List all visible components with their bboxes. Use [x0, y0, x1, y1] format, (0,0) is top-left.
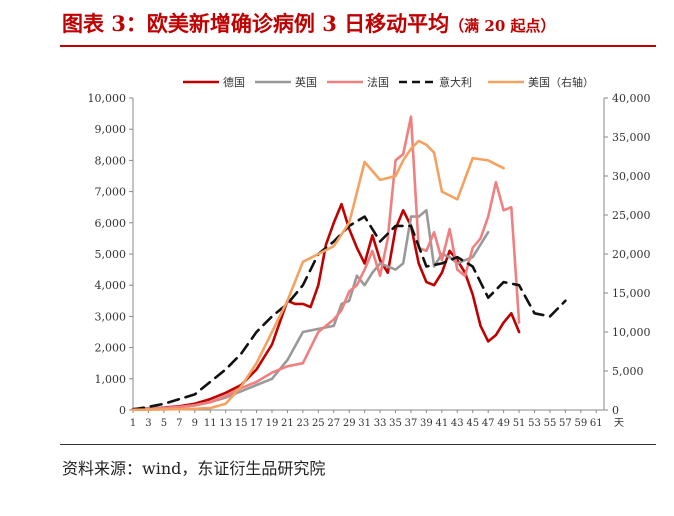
x-tick-label: 23 [297, 418, 310, 429]
x-tick-label: 7 [176, 418, 182, 429]
title-rule [60, 45, 656, 47]
y-left-tick-label: 2,000 [95, 342, 127, 355]
x-tick-label: 47 [482, 418, 495, 429]
series-line-美国（右轴） [131, 139, 505, 412]
x-tick-label: 55 [544, 418, 557, 429]
series-line-法国 [131, 115, 521, 411]
x-tick-label: 39 [420, 418, 433, 429]
legend-label: 美国（右轴） [528, 75, 594, 89]
x-tick-label: 13 [219, 418, 232, 429]
x-tick-label: 61 [590, 418, 603, 429]
y-left-tick-label: 7,000 [95, 186, 127, 199]
legend-label: 英国 [295, 75, 317, 89]
x-tick-label: 21 [281, 418, 294, 429]
series-line-意大利 [131, 215, 567, 411]
y-left-tick-label: 1,000 [95, 373, 127, 386]
series-line-德国 [131, 202, 521, 411]
y-right-tick-label: 25,000 [612, 209, 651, 222]
x-tick-label: 31 [358, 418, 371, 429]
x-tick-label: 45 [466, 418, 479, 429]
y-right-tick-label: 15,000 [612, 287, 651, 300]
x-tick-label: 15 [235, 418, 248, 429]
y-left-tick-label: 4,000 [95, 279, 127, 292]
chart-title: 图表 3：欧美新增确诊病例 3 日移动平均（满 20 起点） [62, 8, 555, 38]
chart-title-sub: （满 20 起点） [449, 17, 556, 35]
x-tick-label: 33 [374, 418, 387, 429]
x-tick-label: 41 [435, 418, 448, 429]
x-tick-label: 43 [451, 418, 464, 429]
legend-label: 德国 [223, 75, 245, 89]
y-left-tick-label: 5,000 [95, 248, 127, 261]
y-left-tick-label: 10,000 [88, 92, 127, 105]
x-tick-label: 35 [389, 418, 402, 429]
legend-label: 意大利 [439, 75, 472, 89]
y-right-tick-label: 40,000 [612, 92, 651, 105]
y-left-tick-label: 0 [119, 404, 126, 417]
y-left-tick-label: 9,000 [95, 123, 127, 136]
x-axis-unit: 天 [614, 418, 624, 429]
x-tick-label: 3 [145, 418, 151, 429]
series-line-英国 [131, 209, 490, 411]
x-tick-label: 29 [343, 418, 356, 429]
x-tick-label: 11 [204, 418, 217, 429]
y-right-tick-label: 10,000 [612, 326, 651, 339]
x-tick-label: 5 [161, 418, 167, 429]
legend-label: 法国 [367, 75, 389, 89]
chart-title-main: 图表 3：欧美新增确诊病例 3 日移动平均 [62, 11, 450, 36]
x-tick-label: 27 [327, 418, 340, 429]
x-tick-label: 25 [312, 418, 325, 429]
y-right-tick-label: 0 [612, 404, 619, 417]
y-left-tick-label: 8,000 [95, 154, 127, 167]
x-tick-label: 19 [266, 418, 279, 429]
source-note: 资料来源：wind，东证衍生品研究院 [62, 459, 326, 478]
x-tick-label: 53 [528, 418, 541, 429]
x-tick-label: 49 [497, 418, 510, 429]
y-right-tick-label: 35,000 [612, 131, 651, 144]
x-tick-label: 17 [250, 418, 263, 429]
x-tick-label: 59 [574, 418, 587, 429]
source-rule [60, 444, 656, 445]
x-tick-label: 57 [559, 418, 572, 429]
y-left-tick-label: 6,000 [95, 217, 127, 230]
x-tick-label: 9 [192, 418, 198, 429]
line-chart: 0 1,000 2,000 3,000 4,000 5,000 6,000 7,000 8,00… [88, 75, 651, 429]
y-right-tick-label: 30,000 [612, 170, 651, 183]
y-right-tick-label: 5,000 [612, 365, 644, 378]
x-tick-label: 1 [130, 418, 136, 429]
y-left-tick-label: 3,000 [95, 310, 127, 323]
x-tick-label: 37 [405, 418, 418, 429]
y-right-tick-label: 20,000 [612, 248, 651, 261]
x-tick-label: 51 [513, 418, 526, 429]
